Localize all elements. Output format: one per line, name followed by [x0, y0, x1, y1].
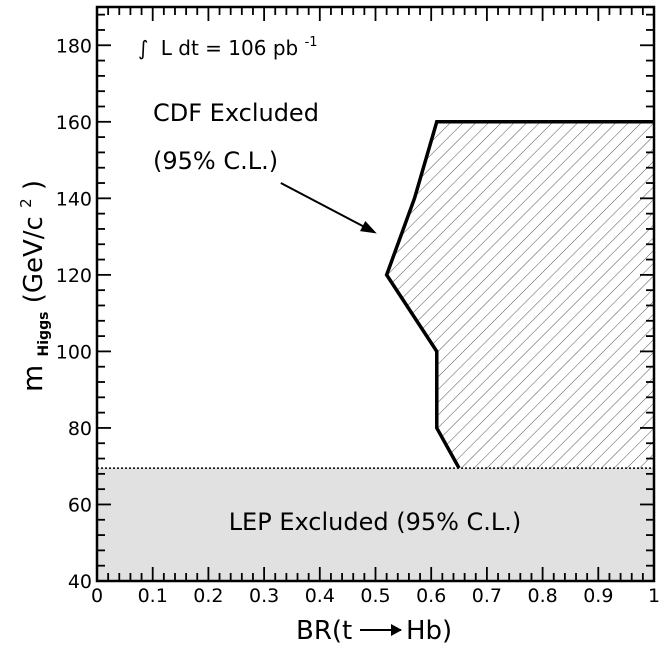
y-axis-title-main: m — [16, 365, 49, 392]
plot-frame — [95, 5, 656, 583]
integral-sign: ∫ — [138, 36, 148, 60]
y-axis-title-unit-close: ) — [19, 180, 49, 190]
cdf-arrow-head — [360, 220, 377, 234]
x-tick-label: 0.7 — [472, 585, 502, 607]
x-tick-label: 0.4 — [305, 585, 335, 607]
lep-label: LEP Excluded (95% C.L.) — [229, 508, 522, 536]
cdf-exclusion-boundary — [384, 120, 654, 469]
luminosity-text: L dt = 106 pb — [161, 36, 298, 60]
x-tick-label: 0.6 — [416, 585, 446, 607]
y-axis-title-subscript: Higgs — [36, 312, 52, 357]
y-tick-label: 40 — [68, 571, 92, 593]
y-tick-label: 120 — [56, 265, 92, 287]
y-axis-title-unit-exponent: 2 — [17, 198, 35, 208]
y-tick-label: 160 — [56, 112, 92, 134]
y-tick-label: 140 — [56, 188, 92, 210]
y-tick-label: 180 — [56, 35, 92, 57]
x-axis-title-prefix: BR(t — [296, 616, 352, 646]
x-tick-label: 0 — [91, 585, 103, 607]
x-tick-label: 0.8 — [527, 585, 557, 607]
y-axis-title-text: m Higgs (GeV/c 2 ) — [8, 180, 55, 392]
y-tick-label: 100 — [56, 341, 92, 363]
cdf-excluded-region — [386, 121, 654, 469]
luminosity-exponent: -1 — [305, 35, 318, 50]
cdf-label-line2: (95% C.L.) — [153, 147, 278, 175]
y-axis-ticks — [97, 13, 654, 582]
x-tick-label: 0.2 — [193, 585, 223, 607]
y-axis-title-unit: (GeV/c — [19, 216, 49, 303]
luminosity-label: ∫ L dt = 106 pb -1 — [138, 35, 318, 60]
x-axis-title: BR(t Hb) — [296, 616, 452, 646]
y-axis-title: m Higgs (GeV/c 2 ) — [8, 180, 55, 392]
cdf-label-line1: CDF Excluded — [153, 99, 319, 127]
x-tick-label: 0.5 — [360, 585, 390, 607]
cdf-arrow-shaft — [280, 182, 364, 228]
y-axis-tick-labels: 40 60 80 100 120 140 160 180 — [56, 35, 92, 593]
lep-excluded-band — [97, 468, 654, 581]
x-tick-label: 0.1 — [138, 585, 168, 607]
x-tick-label: 0.9 — [583, 585, 613, 607]
y-tick-label: 60 — [68, 494, 92, 516]
x-tick-label: 1 — [648, 585, 660, 607]
y-tick-label: 80 — [68, 418, 92, 440]
x-axis-title-suffix: Hb) — [406, 616, 452, 646]
x-axis-tick-labels: 0 0.1 0.2 0.3 0.4 0.5 0.6 0.7 0.8 0.9 1 — [91, 585, 660, 607]
x-tick-label: 0.3 — [249, 585, 279, 607]
x-axis-title-arrowhead — [391, 624, 402, 636]
